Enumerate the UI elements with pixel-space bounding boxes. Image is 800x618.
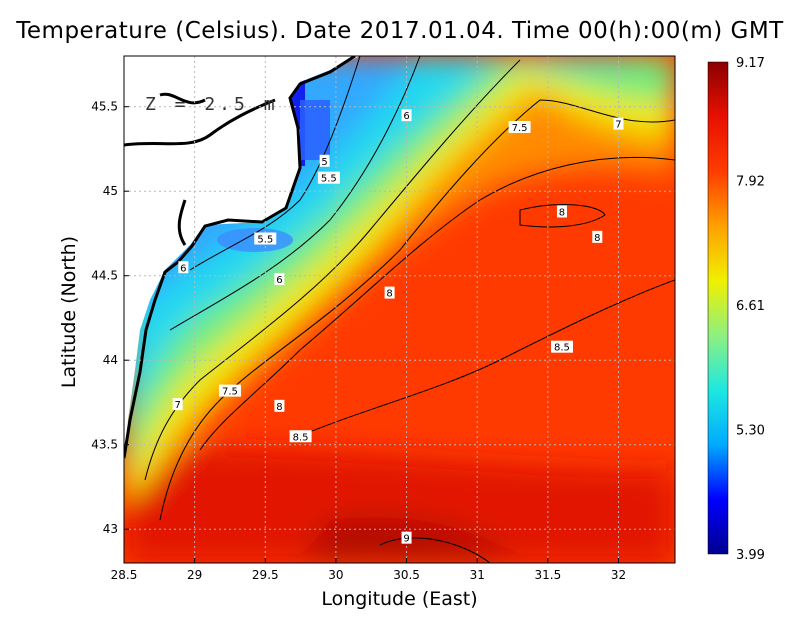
grid-lines — [124, 56, 675, 563]
contour-7-5 — [159, 99, 675, 521]
land-mass — [124, 56, 360, 460]
contour-label-bg — [508, 120, 531, 133]
x-tick-label: 29 — [187, 568, 202, 582]
x-tick-label: 29.5 — [252, 568, 279, 582]
y-tick-label: 45.5 — [91, 100, 118, 114]
lagoon-coast — [177, 199, 187, 246]
contour-label-bg — [401, 531, 412, 544]
x-tick-label: 30 — [328, 568, 343, 582]
contour-label: 8 — [594, 233, 600, 244]
contour-label-bg — [613, 117, 624, 130]
colorbar-tick-label: 7.92 — [736, 175, 765, 190]
x-axis-ticks: 28.5 29 29.5 30 30.5 31 31.5 32 — [111, 558, 626, 582]
contour-label: 9 — [403, 534, 409, 545]
colorbar-tick-label: 5.30 — [736, 424, 765, 439]
contour-labels: 6 7.5 7 5 5.5 8 8 5.5 6 6 8 8.5 7.5 7 8 8.5 9 — [172, 109, 624, 545]
contour-label-bg — [319, 154, 330, 167]
y-tick-label: 43.5 — [91, 438, 118, 452]
contour-6 — [169, 56, 421, 331]
contour-label: 5.5 — [257, 235, 273, 246]
inland-coast — [159, 92, 206, 105]
contour-label: 7.5 — [222, 387, 238, 398]
contour-label: 8 — [276, 402, 282, 413]
contour-label: 5 — [321, 157, 327, 168]
contour-7 — [144, 59, 521, 481]
depth-annotation: Z = 2.5 m — [145, 94, 279, 115]
coastline — [124, 56, 356, 459]
y-axis-ticks: 43 43.5 44 44.5 45 45.5 — [91, 100, 129, 536]
colorbar-tick-label: 9.17 — [736, 56, 765, 71]
contour-label-bg — [384, 286, 395, 299]
contour-label-bg — [274, 273, 285, 286]
x-tick-label: 32 — [611, 568, 626, 582]
contour-5 — [189, 56, 361, 271]
plot-frame — [123, 55, 676, 564]
contour-label: 8 — [559, 207, 565, 218]
map-field: 6 7.5 7 5 5.5 8 8 5.5 6 6 8 8.5 7.5 7 8 8.5 9 Z = 2.5 m — [124, 56, 675, 563]
y-tick-label: 44 — [103, 353, 118, 367]
contour-label-bg — [274, 399, 285, 412]
contour-label: 7 — [174, 400, 180, 411]
contour-label-bg — [556, 205, 567, 218]
contour-label: 6 — [403, 111, 409, 122]
colorbar-ticks: 9.17 7.92 6.61 5.30 3.99 — [736, 56, 765, 563]
contour-label-bg — [254, 232, 277, 245]
x-tick-label: 30.5 — [393, 568, 420, 582]
contour-label-bg — [218, 384, 241, 397]
cold-plume-edge — [300, 100, 330, 160]
contour-label: 8.5 — [293, 432, 309, 443]
contour-label-bg — [289, 430, 312, 443]
y-tick-label: 44.5 — [91, 269, 118, 283]
contour-label: 7 — [615, 120, 621, 131]
warm-south-band — [124, 447, 675, 563]
contour-label-bg — [401, 109, 412, 122]
x-tick-label: 31.5 — [534, 568, 561, 582]
contour-label-bg — [172, 398, 183, 411]
contour-label: 6 — [276, 275, 282, 286]
y-tick-label: 43 — [103, 522, 118, 536]
contour-label-bg — [317, 171, 340, 184]
colorbar-tick-label: 3.99 — [736, 548, 765, 563]
contour-label: 8.5 — [554, 343, 570, 354]
contour-label-bg — [178, 261, 189, 274]
contour-label: 6 — [180, 263, 186, 274]
contour-label: 8 — [386, 289, 392, 300]
contour-8-east — [519, 204, 606, 228]
contour-label: 5.5 — [321, 174, 337, 185]
x-tick-label: 28.5 — [111, 568, 138, 582]
x-axis-label: Longitude (East) — [321, 588, 478, 610]
x-tick-label: 31 — [470, 568, 485, 582]
colorbar — [707, 61, 729, 555]
crimea-coast — [124, 98, 276, 147]
y-tick-label: 45 — [103, 184, 118, 198]
contour-label-bg — [550, 340, 573, 353]
colorbar-tick-label: 6.61 — [736, 299, 765, 314]
chart-title: Temperature (Celsius). Date 2017.01.04. … — [16, 18, 784, 44]
contour-label-bg — [592, 230, 603, 243]
contour-label: 7.5 — [512, 123, 528, 134]
contour-9 — [379, 537, 491, 563]
